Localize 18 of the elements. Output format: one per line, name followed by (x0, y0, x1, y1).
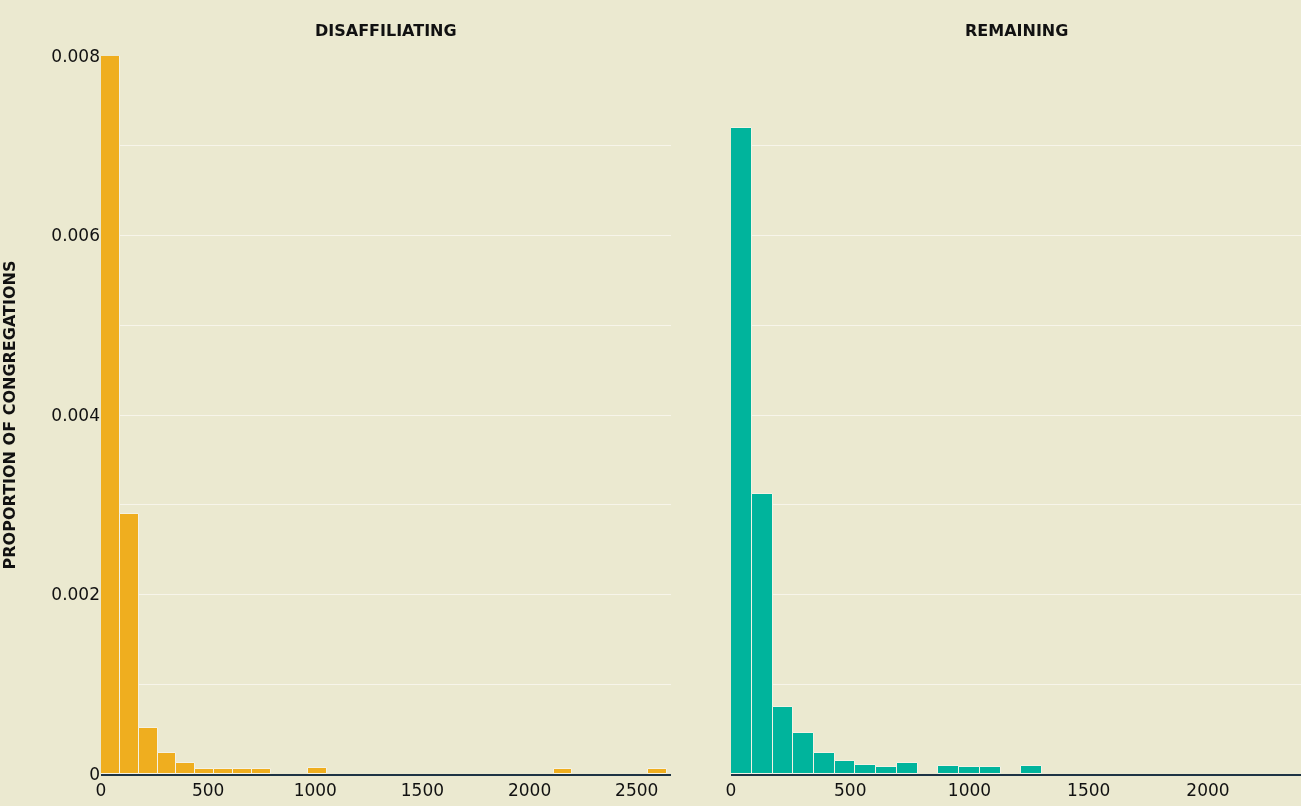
x-tick-label: 1500 (400, 780, 445, 801)
x-tick-label: 1500 (1067, 780, 1111, 801)
chart-title: DISAFFILIATING (315, 21, 457, 40)
x-tick-label: 2000 (1186, 780, 1230, 801)
y-tick-label: 0.008 (51, 45, 100, 66)
y-tick-label: 0 (89, 763, 100, 784)
x-tick-label: 2500 (615, 780, 659, 801)
y-tick-label: 0.004 (51, 404, 100, 425)
x-tick-label: 1000 (293, 780, 337, 801)
x-tick-label: 2000 (507, 780, 552, 801)
chart-title: REMAINING (965, 21, 1069, 40)
x-tick-label: 500 (191, 780, 225, 801)
y-tick-label: 0.002 (51, 584, 100, 605)
x-tick-label: 1000 (947, 780, 992, 801)
x-tick-label: 500 (834, 780, 867, 801)
x-tick-label: 0 (725, 780, 737, 801)
y-axis-title: PROPORTION OF CONGREGATIONS (0, 260, 19, 570)
y-tick-label: 0.006 (51, 225, 100, 246)
